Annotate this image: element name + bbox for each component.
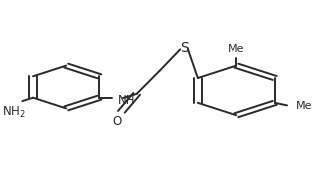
Text: O: O [112,115,121,128]
Text: S: S [180,41,189,55]
Text: NH: NH [118,94,135,107]
Text: Me: Me [296,101,313,111]
Text: NH$_2$: NH$_2$ [2,105,26,120]
Text: Me: Me [228,45,245,54]
